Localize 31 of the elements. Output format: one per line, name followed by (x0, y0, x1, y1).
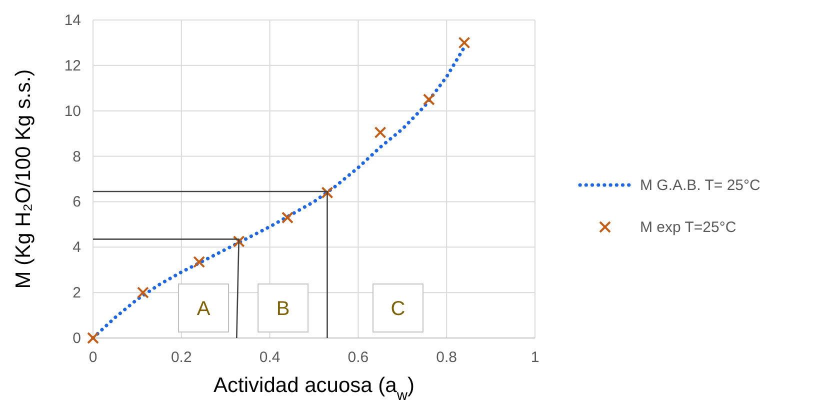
point (374, 126, 386, 138)
x-tick-label: 1 (530, 349, 540, 366)
x-tick-label: 0.2 (170, 349, 192, 366)
y-tick-label: 4 (72, 239, 81, 256)
y-tick-label: 2 (72, 284, 81, 302)
x-tick-label: 0 (88, 349, 98, 366)
y-tick-label: 14 (64, 12, 81, 29)
y-tick-label: 6 (72, 194, 81, 211)
annotation: A (196, 298, 211, 320)
annotation: B (276, 298, 290, 320)
point (321, 186, 334, 199)
point (281, 212, 294, 224)
annotation: C (390, 298, 406, 320)
point (87, 332, 99, 344)
point (458, 36, 470, 49)
point (422, 94, 435, 106)
y-axis-title: M (Kg H₂O/100 Kg s.s.) (12, 69, 35, 289)
line-series (91, 46, 466, 340)
point (232, 235, 245, 248)
legend-label: M G.A.B. T= 25°C (640, 177, 761, 194)
x-axis-title: Actividad acuosa (a$_{w}$) (214, 374, 414, 404)
x-tick-label: 0.4 (259, 349, 280, 366)
point (193, 256, 206, 268)
point (136, 286, 149, 299)
y-tick-label: 12 (64, 57, 81, 74)
y-tick-label: 0 (72, 330, 81, 347)
x-tick-label: 0.8 (436, 349, 458, 366)
x-tick-label: 0.6 (348, 349, 369, 366)
y-tick-label: 8 (72, 148, 81, 166)
y-tick-label: 10 (64, 102, 81, 120)
legend-label: M exp T=25°C (640, 219, 736, 236)
